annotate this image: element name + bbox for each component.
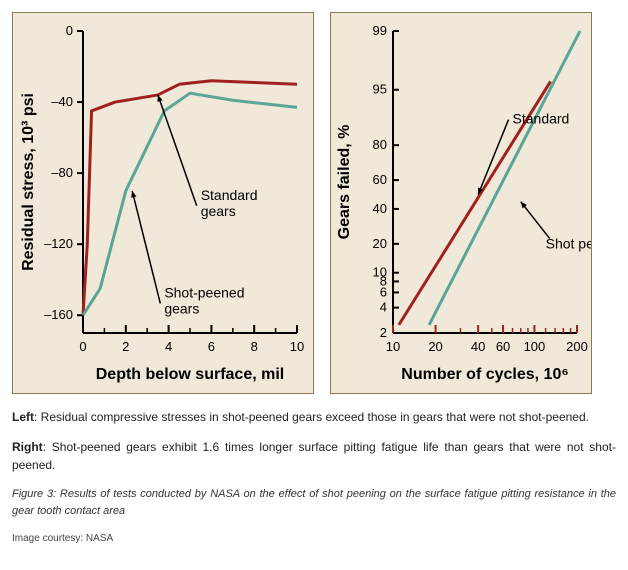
- svg-text:80: 80: [373, 137, 387, 152]
- svg-text:–120: –120: [44, 236, 73, 251]
- right-caption-text: : Shot-peened gears exhibit 1.6 times lo…: [12, 440, 616, 472]
- svg-text:0: 0: [66, 23, 73, 38]
- right-chart: 24681020406080959910204060100200Standard…: [330, 12, 592, 394]
- svg-text:8: 8: [251, 339, 258, 354]
- svg-text:20: 20: [373, 236, 387, 251]
- image-credit: Image courtesy: NASA: [12, 531, 616, 546]
- svg-text:60: 60: [373, 172, 387, 187]
- svg-text:100: 100: [524, 339, 546, 354]
- svg-text:4: 4: [165, 339, 172, 354]
- left-caption-bold: Left: [12, 410, 34, 424]
- captions-block: Left: Residual compressive stresses in s…: [12, 408, 616, 546]
- svg-text:–80: –80: [51, 165, 73, 180]
- svg-text:6: 6: [208, 339, 215, 354]
- svg-text:Number of cycles, 10⁶: Number of cycles, 10⁶: [401, 366, 568, 383]
- svg-text:Depth below surface, mil: Depth below surface, mil: [96, 366, 284, 383]
- svg-text:99: 99: [373, 23, 387, 38]
- svg-text:95: 95: [373, 82, 387, 97]
- svg-text:2: 2: [122, 339, 129, 354]
- svg-text:20: 20: [428, 339, 442, 354]
- right-caption: Right: Shot-peened gears exhibit 1.6 tim…: [12, 438, 616, 474]
- svg-text:Gears failed, %: Gears failed, %: [336, 125, 353, 240]
- svg-text:40: 40: [471, 339, 485, 354]
- svg-text:10: 10: [373, 265, 387, 280]
- figure-caption: Figure 3: Results of tests conducted by …: [12, 486, 616, 519]
- svg-text:–160: –160: [44, 307, 73, 322]
- left-caption: Left: Residual compressive stresses in s…: [12, 408, 616, 426]
- charts-row: –160 –120 –80 –40 0 0 2 4 6 8 10 Shot-peenedgears St…: [12, 12, 616, 394]
- svg-text:60: 60: [496, 339, 510, 354]
- right-caption-bold: Right: [12, 440, 43, 454]
- svg-text:40: 40: [373, 201, 387, 216]
- left-caption-text: : Residual compressive stresses in shot-…: [34, 410, 589, 424]
- svg-text:–40: –40: [51, 94, 73, 109]
- svg-text:Standardgears: Standardgears: [201, 187, 258, 219]
- svg-text:10: 10: [290, 339, 304, 354]
- svg-text:4: 4: [380, 300, 387, 315]
- svg-text:2: 2: [380, 325, 387, 340]
- svg-text:0: 0: [79, 339, 86, 354]
- svg-text:Shot-peenedgears: Shot-peenedgears: [164, 284, 244, 316]
- svg-text:Standard: Standard: [513, 111, 570, 127]
- left-chart: –160 –120 –80 –40 0 0 2 4 6 8 10 Shot-peenedgears St…: [12, 12, 314, 394]
- svg-text:Residual stress, 10³ psi: Residual stress, 10³ psi: [20, 93, 37, 271]
- svg-text:10: 10: [386, 339, 400, 354]
- svg-text:Shot peened: Shot peened: [546, 235, 592, 251]
- svg-text:200: 200: [566, 339, 588, 354]
